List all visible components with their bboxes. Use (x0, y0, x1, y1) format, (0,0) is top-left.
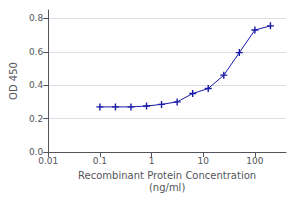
svg-text:100: 100 (246, 156, 263, 166)
svg-text:(ng/ml): (ng/ml) (149, 182, 185, 193)
svg-text:10: 10 (197, 156, 209, 166)
svg-text:0.1: 0.1 (93, 156, 107, 166)
svg-text:1: 1 (149, 156, 155, 166)
svg-text:0.4: 0.4 (29, 80, 44, 90)
svg-text:0.8: 0.8 (29, 13, 44, 23)
svg-text:OD 450: OD 450 (8, 62, 19, 100)
svg-text:0.2: 0.2 (29, 114, 43, 124)
svg-text:Recombinant Protein Concentrat: Recombinant Protein Concentration (78, 170, 256, 181)
svg-text:0.6: 0.6 (29, 47, 44, 57)
svg-text:0.0: 0.0 (28, 147, 44, 157)
svg-text:0.01: 0.01 (38, 156, 58, 166)
